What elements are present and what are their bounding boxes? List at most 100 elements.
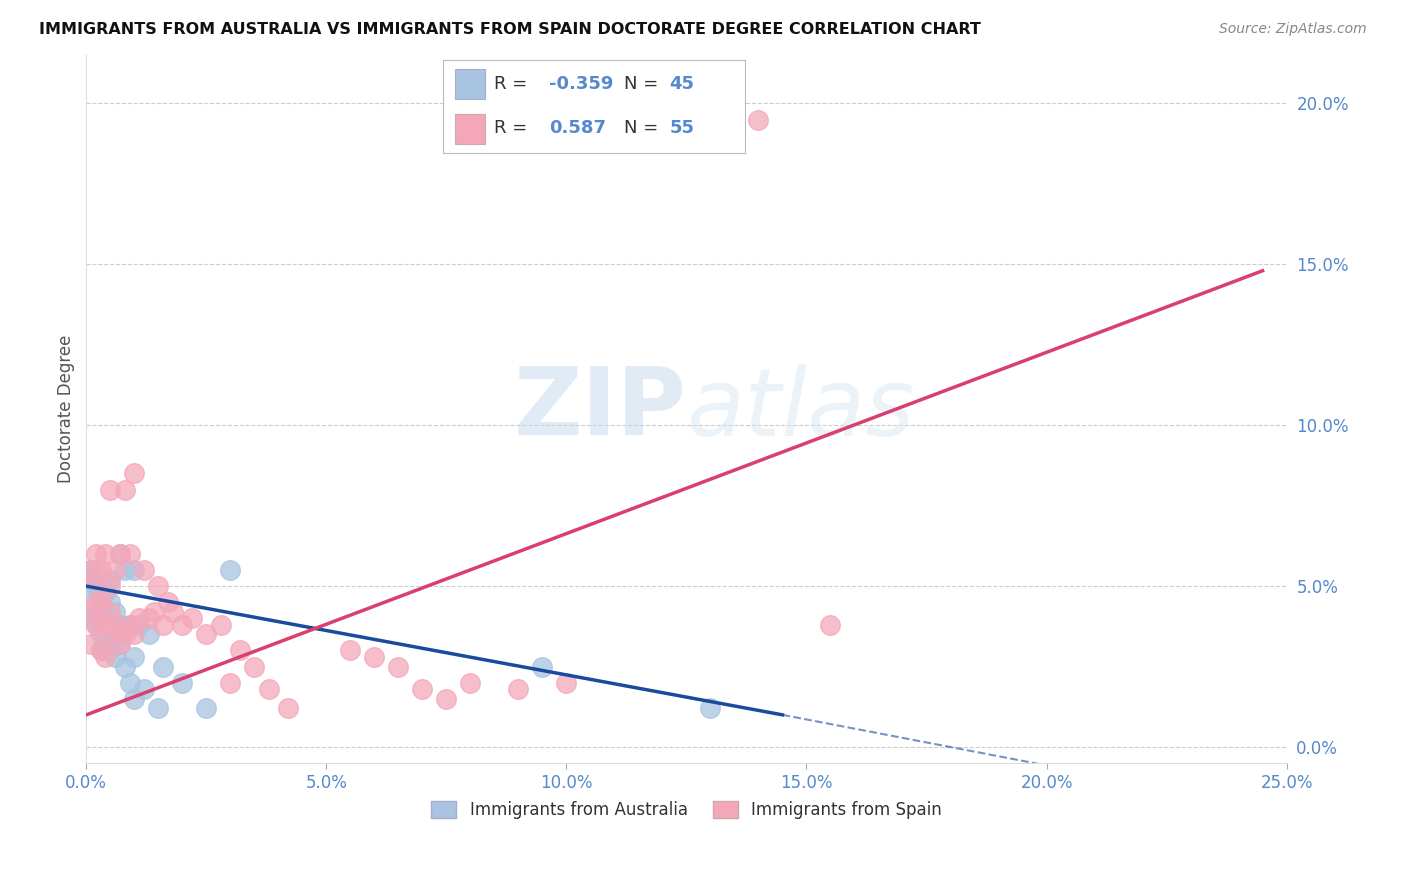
- Legend: Immigrants from Australia, Immigrants from Spain: Immigrants from Australia, Immigrants fr…: [425, 794, 948, 826]
- Point: [148, 579, 170, 593]
- Text: ZIP: ZIP: [513, 363, 686, 455]
- Point: [138, 611, 160, 625]
- Point: [138, 627, 160, 641]
- Point: [98, 483, 121, 497]
- Point: [339, 643, 361, 657]
- Point: [80, 573, 103, 587]
- Point: [114, 627, 136, 641]
- Point: [80, 605, 103, 619]
- Point: [94, 637, 117, 651]
- Point: [508, 682, 530, 697]
- Point: [84, 617, 107, 632]
- Point: [108, 637, 131, 651]
- Point: [820, 617, 842, 632]
- Point: [98, 627, 121, 641]
- Point: [108, 547, 131, 561]
- Point: [118, 617, 141, 632]
- Point: [531, 659, 554, 673]
- Point: [195, 627, 218, 641]
- Point: [84, 563, 107, 577]
- Text: N =: N =: [624, 75, 664, 93]
- Y-axis label: Doctorate Degree: Doctorate Degree: [58, 335, 75, 483]
- Point: [98, 579, 121, 593]
- Point: [98, 595, 121, 609]
- Point: [118, 547, 141, 561]
- Point: [98, 573, 121, 587]
- Point: [84, 573, 107, 587]
- Text: R =: R =: [495, 119, 538, 136]
- Point: [84, 547, 107, 561]
- Point: [108, 547, 131, 561]
- Point: [152, 617, 174, 632]
- Point: [80, 611, 103, 625]
- Point: [94, 585, 117, 599]
- Point: [98, 605, 121, 619]
- Point: [257, 682, 280, 697]
- Point: [124, 691, 146, 706]
- Point: [128, 611, 150, 625]
- Point: [180, 611, 202, 625]
- Point: [411, 682, 433, 697]
- Point: [229, 643, 252, 657]
- Point: [94, 649, 117, 664]
- Point: [90, 611, 112, 625]
- Point: [104, 617, 127, 632]
- Point: [243, 659, 266, 673]
- Point: [128, 617, 150, 632]
- Point: [219, 563, 242, 577]
- Text: Source: ZipAtlas.com: Source: ZipAtlas.com: [1219, 22, 1367, 37]
- Point: [118, 675, 141, 690]
- Point: [90, 579, 112, 593]
- Point: [124, 627, 146, 641]
- Point: [104, 563, 127, 577]
- Point: [94, 617, 117, 632]
- Text: IMMIGRANTS FROM AUSTRALIA VS IMMIGRANTS FROM SPAIN DOCTORATE DEGREE CORRELATION : IMMIGRANTS FROM AUSTRALIA VS IMMIGRANTS …: [39, 22, 981, 37]
- Point: [172, 675, 194, 690]
- Point: [104, 627, 127, 641]
- Point: [114, 483, 136, 497]
- Point: [80, 563, 103, 577]
- Point: [363, 649, 385, 664]
- Point: [104, 605, 127, 619]
- Point: [277, 701, 299, 715]
- Point: [94, 617, 117, 632]
- Point: [90, 627, 112, 641]
- Point: [80, 637, 103, 651]
- Point: [460, 675, 482, 690]
- Bar: [456, 70, 485, 99]
- Point: [94, 605, 117, 619]
- Point: [90, 595, 112, 609]
- Point: [104, 649, 127, 664]
- Point: [132, 563, 155, 577]
- Point: [98, 643, 121, 657]
- Point: [124, 563, 146, 577]
- Point: [90, 563, 112, 577]
- Point: [84, 595, 107, 609]
- Text: atlas: atlas: [686, 364, 915, 455]
- Point: [219, 675, 242, 690]
- Point: [84, 605, 107, 619]
- Point: [434, 691, 457, 706]
- Point: [108, 637, 131, 651]
- Point: [90, 595, 112, 609]
- Point: [195, 701, 218, 715]
- Point: [124, 467, 146, 481]
- Point: [124, 649, 146, 664]
- Point: [555, 675, 578, 690]
- Point: [84, 579, 107, 593]
- Point: [209, 617, 232, 632]
- Point: [156, 595, 179, 609]
- Point: [108, 617, 131, 632]
- Point: [90, 643, 112, 657]
- Point: [98, 611, 121, 625]
- Point: [90, 643, 112, 657]
- Text: R =: R =: [495, 75, 533, 93]
- Text: 45: 45: [669, 75, 695, 93]
- Point: [94, 547, 117, 561]
- Point: [114, 563, 136, 577]
- Text: 55: 55: [669, 119, 695, 136]
- Point: [148, 701, 170, 715]
- Point: [114, 659, 136, 673]
- Point: [747, 112, 769, 127]
- Point: [118, 617, 141, 632]
